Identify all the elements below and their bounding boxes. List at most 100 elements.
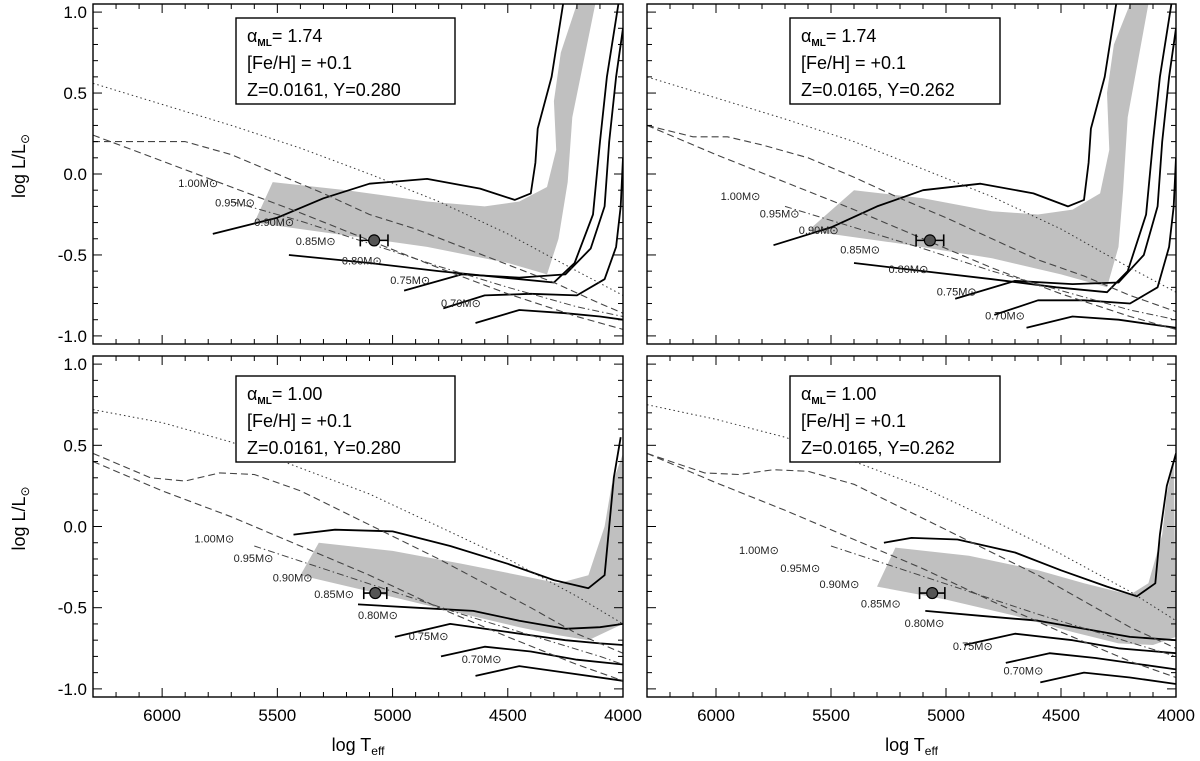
x-axis-title: log Teff (332, 735, 385, 758)
mass-label-4: 0.80M⊙ (905, 618, 945, 630)
ticks (646, 356, 1177, 697)
x-tick-label: 5500 (812, 706, 850, 725)
info-line-0: αML= 1.74 (247, 26, 322, 49)
info-box: αML= 1.00 [Fe/H] = +0.1 Z=0.0165, Y=0.262 (789, 375, 1001, 463)
series-line-solid-thick-1 (357, 603, 623, 630)
info-line-0: αML= 1.00 (801, 384, 876, 407)
mass-label-4: 0.80M⊙ (889, 264, 929, 276)
mass-label-0: 1.00M⊙ (739, 545, 779, 557)
mass-label-2: 0.90M⊙ (254, 217, 294, 229)
star-point (923, 234, 937, 247)
x-tick-label: 4000 (604, 706, 642, 725)
plot-area: 1.00M⊙0.95M⊙0.90M⊙0.85M⊙0.80M⊙0.75M⊙0.70… (647, 404, 1176, 685)
y-tick-label: -1.0 (58, 327, 87, 346)
series-line-solid-thick-4 (1026, 315, 1176, 329)
mass-label-5: 0.75M⊙ (409, 631, 449, 643)
info-box-frame (789, 375, 1001, 463)
series-line-solid-thick-3 (1005, 652, 1176, 671)
x-tick-label: 5000 (927, 706, 965, 725)
grey-band-region (300, 453, 623, 641)
series-line-solid-thick-4 (475, 665, 623, 682)
star-point (368, 234, 381, 247)
y-tick-label: -0.5 (58, 599, 87, 618)
mass-label-1: 0.95M⊙ (234, 553, 274, 565)
series-line-solid-thick-2 (964, 632, 1176, 655)
series-line-solid-thick-2 (394, 623, 623, 646)
grey-band-region (877, 461, 1176, 645)
mass-label-3: 0.85M⊙ (861, 599, 901, 611)
star-point (926, 586, 939, 600)
mass-label-0: 1.00M⊙ (194, 534, 234, 546)
info-line-1: [Fe/H] = +0.1 (801, 53, 906, 73)
series-line-solid-thick-3 (994, 157, 1176, 316)
y-tick-label: 0.5 (63, 84, 87, 103)
star-marker (359, 234, 389, 247)
series-line-solid-thick-3 (443, 157, 623, 310)
y-tick-label: 0.5 (63, 436, 87, 455)
grey-band-region (808, 4, 1149, 288)
panel-bottom-left: 1.00M⊙0.95M⊙ 0.90M⊙0.85M⊙ 0.80M⊙ 0.75M⊙ 0.70… (9, 355, 642, 758)
y-tick-label: -1.0 (58, 680, 87, 699)
series-line-solid-thick-0 (212, 4, 564, 235)
mass-label-3: 0.85M⊙ (296, 236, 336, 248)
mass-label-1: 0.95M⊙ (780, 563, 820, 575)
series-line-dashed-5 (647, 124, 1176, 330)
info-line-0: αML= 1.00 (247, 384, 322, 407)
info-box: αML= 1.74 [Fe/H] = +0.1 Z=0.0165, Y=0.262 (789, 17, 1001, 105)
series-line-dash-dot-7 (254, 545, 623, 665)
series-line-dashed-6 (93, 452, 623, 654)
mass-label-5: 0.75M⊙ (953, 641, 993, 653)
mass-label-3: 0.85M⊙ (840, 244, 880, 256)
panel-top-left: 1.00M⊙ 0.95M⊙ 0.90M⊙0.85M⊙ 0.80M⊙ 0.75M⊙ 0.70… (9, 3, 624, 346)
panel-top-right: 1.00M⊙ 0.95M⊙ 0.90M⊙0.85M⊙ 0.80M⊙ 0.75M⊙ 0.70… (646, 3, 1177, 345)
series-line-dotted-8 (647, 404, 1176, 622)
mass-label-6: 0.70M⊙ (985, 311, 1025, 323)
series-line-dashed-5 (93, 460, 623, 682)
y-tick-label: -0.5 (58, 246, 87, 265)
y-tick-label: 0.0 (63, 518, 87, 537)
star-marker (915, 234, 945, 247)
mass-label-6: 0.70M⊙ (441, 298, 481, 310)
x-tick-label: 5500 (258, 706, 296, 725)
mass-label-1: 0.95M⊙ (215, 197, 255, 209)
info-line-1: [Fe/H] = +0.1 (247, 53, 352, 73)
ticks (92, 356, 624, 697)
mass-label-1: 0.95M⊙ (760, 209, 800, 221)
info-box: αML= 1.74 [Fe/H] = +0.1 Z=0.0161, Y=0.280 (235, 17, 456, 105)
info-line-1: [Fe/H] = +0.1 (801, 411, 906, 431)
mass-label-0: 1.00M⊙ (721, 191, 761, 203)
info-line-2: Z=0.0165, Y=0.262 (801, 438, 955, 458)
series-line-dashed-6 (93, 141, 623, 314)
series-line-solid-thick-0 (773, 4, 1118, 247)
x-tick-label: 6000 (143, 706, 181, 725)
series-line-solid-thick-3 (440, 645, 623, 666)
x-tick-label: 4500 (489, 706, 527, 725)
series-line-solid-thick-4 (1040, 671, 1176, 685)
info-box-frame (235, 17, 456, 105)
plot-area: 1.00M⊙0.95M⊙0.90M⊙0.85M⊙0.80M⊙0.75M⊙0.70… (93, 409, 623, 682)
x-tick-label: 4500 (1042, 706, 1080, 725)
star-marker (362, 586, 388, 600)
series-line-dashed-6 (647, 124, 1176, 313)
info-line-1: [Fe/H] = +0.1 (247, 411, 352, 431)
mass-label-5: 0.75M⊙ (390, 275, 430, 287)
series-line-dash-dot-7 (830, 545, 1176, 657)
info-line-2: Z=0.0165, Y=0.262 (801, 80, 955, 100)
y-tick-label: 1.0 (63, 355, 87, 374)
series-line-solid-thick-0 (293, 437, 622, 590)
info-line-2: Z=0.0161, Y=0.280 (247, 438, 401, 458)
info-box-frame (235, 375, 456, 463)
y-tick-label: 1.0 (63, 3, 87, 22)
x-tick-label: 4000 (1157, 706, 1195, 725)
info-box: αML= 1.00 [Fe/H] = +0.1 Z=0.0161, Y=0.280 (235, 375, 456, 463)
series-line-solid-thick-1 (925, 610, 1176, 642)
info-line-2: Z=0.0161, Y=0.280 (247, 80, 401, 100)
plot-area: 1.00M⊙0.95M⊙0.90M⊙0.85M⊙0.80M⊙0.75M⊙0.70… (93, 4, 623, 330)
x-axis-title: log Teff (885, 735, 938, 758)
plot-area: 1.00M⊙0.95M⊙0.90M⊙0.85M⊙0.80M⊙0.75M⊙0.70… (647, 4, 1176, 330)
ticks (646, 4, 1177, 344)
series-line-solid-thick-2 (954, 28, 1176, 300)
y-tick-label: 0.0 (63, 165, 87, 184)
series-line-solid-thick-4 (475, 309, 623, 324)
mass-label-4: 0.80M⊙ (358, 610, 398, 622)
